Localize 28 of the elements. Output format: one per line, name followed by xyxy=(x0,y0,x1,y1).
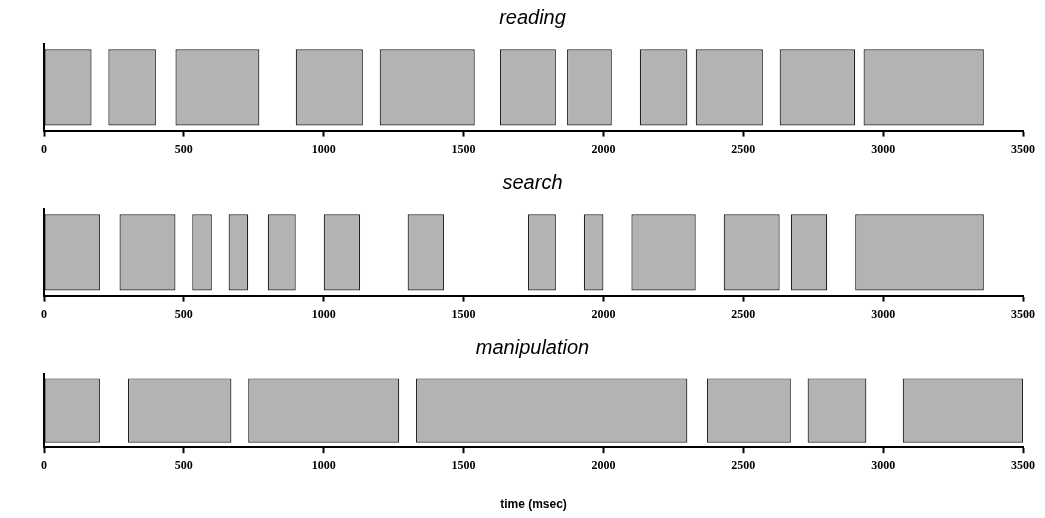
x-tick-label: 2000 xyxy=(591,458,616,473)
chart-title: search xyxy=(502,170,563,193)
x-axis-title: time (msec) xyxy=(500,497,567,512)
x-tick-label: 500 xyxy=(174,141,193,156)
x-tick-label: 1500 xyxy=(451,141,476,156)
chart-title: manipulation xyxy=(475,335,590,358)
x-tick-label: 3500 xyxy=(1011,306,1035,321)
x-tick-label: 3000 xyxy=(871,458,896,473)
x-tick-label: 1500 xyxy=(451,306,476,321)
x-tick-label: 0 xyxy=(41,141,47,156)
x-tick-label: 0 xyxy=(41,458,47,473)
x-tick-label: 1000 xyxy=(311,458,336,473)
x-tick-label: 2000 xyxy=(591,141,616,156)
x-tick-label: 3500 xyxy=(1011,458,1035,473)
x-tick-label: 0 xyxy=(41,306,47,321)
x-tick-label: 3000 xyxy=(871,306,896,321)
x-tick-label: 1000 xyxy=(311,306,336,321)
x-tick-label: 1500 xyxy=(451,458,476,473)
x-tick-label: 500 xyxy=(174,306,193,321)
x-tick-label: 2000 xyxy=(591,306,616,321)
x-tick-label: 3500 xyxy=(1011,141,1035,156)
x-tick-label: 3000 xyxy=(871,141,896,156)
x-tick-label: 500 xyxy=(174,458,193,473)
chart-title: reading xyxy=(499,5,566,28)
x-tick-label: 2500 xyxy=(731,458,756,473)
x-tick-label: 2500 xyxy=(731,141,756,156)
x-tick-label: 2500 xyxy=(731,306,756,321)
x-tick-label: 1000 xyxy=(311,141,336,156)
